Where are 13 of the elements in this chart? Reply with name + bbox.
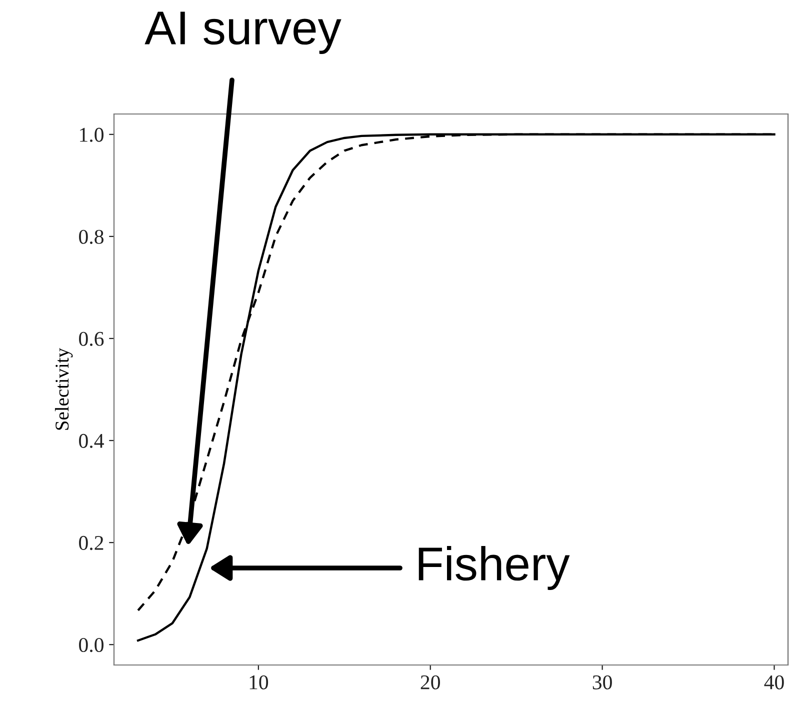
text: AI survey [144, 12, 342, 54]
x-tick-label: 40 [764, 675, 784, 690]
x-tick-label: 20 [420, 675, 440, 690]
x-tick-label: 30 [592, 675, 612, 690]
y-tick-label: 1.0 [80, 128, 104, 142]
y-tick-label: 0.2 [79, 536, 104, 550]
y-tick-label: 0.4 [79, 434, 104, 448]
y-tick-label: 0.6 [79, 332, 104, 346]
y-tick-label: 0.0 [79, 638, 104, 652]
y-tick-label: 0.8 [79, 230, 104, 244]
annotation: Fishery [418, 546, 570, 590]
x-tick-label: 10 [250, 675, 268, 690]
y-axis-title: Selectivity [54, 348, 73, 430]
